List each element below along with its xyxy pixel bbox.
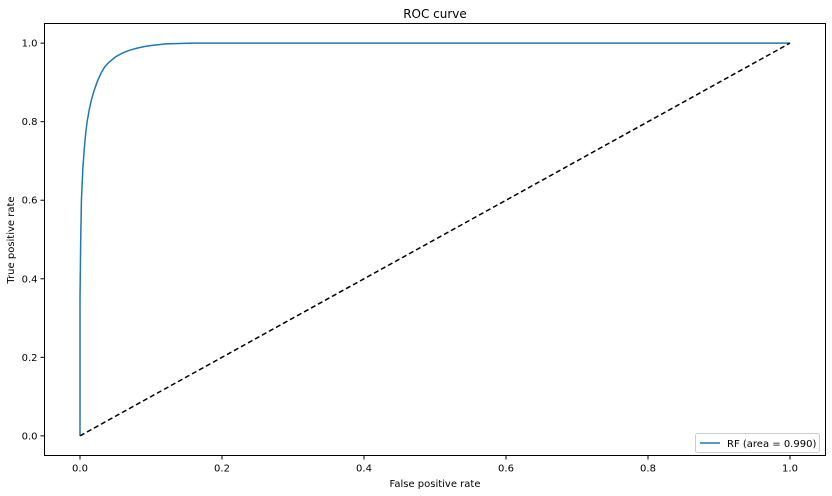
x-tick-label: 0.6: [498, 464, 514, 475]
x-tick-label: 0.4: [356, 464, 372, 475]
axes-frame: [44, 23, 826, 456]
legend-box: [695, 433, 820, 453]
x-tick-label: 0.0: [72, 464, 88, 475]
chart-title: ROC curve: [403, 7, 467, 21]
y-tick-label: 0.2: [22, 353, 38, 364]
ticks-layer: 0.0 0.2 0.4 0.6 0.8 1.0 0.0 0.2 0.4 0.6 0.8 1.0: [22, 39, 798, 475]
y-tick-label: 0.0: [22, 431, 38, 442]
y-axis-label: True positive rate: [6, 196, 17, 284]
y-tick-label: 0.4: [22, 274, 38, 285]
x-tick-label: 1.0: [782, 464, 798, 475]
legend: RF (area = 0.990): [695, 433, 820, 453]
legend-label-rf: RF (area = 0.990): [727, 439, 816, 450]
plot-area: 0.0 0.2 0.4 0.6 0.8 1.0 0.0 0.2 0.4 0.6 0.8 1.0: [22, 23, 826, 475]
series-layer: [79, 42, 791, 437]
x-axis-label: False positive rate: [390, 479, 481, 490]
x-tick-label: 0.8: [640, 464, 656, 475]
y-tick-label: 1.0: [22, 39, 38, 50]
y-tick-label: 0.6: [22, 196, 38, 207]
y-tick-label: 0.8: [22, 117, 38, 128]
x-tick-label: 0.2: [214, 464, 230, 475]
diagonal-reference-line: [79, 42, 791, 437]
roc-curve-line: [79, 42, 790, 436]
